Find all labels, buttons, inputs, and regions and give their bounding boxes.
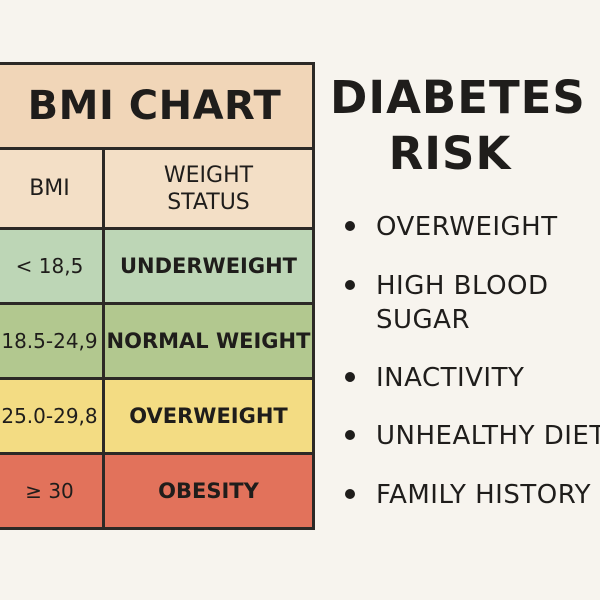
risk-item-text: OVERWEIGHT: [376, 212, 558, 242]
risk-item-text: FAMILY HISTORY: [376, 480, 591, 510]
diabetes-risk-title-line1: DIABETES: [330, 71, 586, 124]
risk-item-family-history: FAMILY HISTORY: [330, 478, 591, 512]
bmi-column-header: BMI: [0, 147, 105, 230]
bmi-range-cell: < 18,5: [0, 227, 105, 305]
risk-item-high-blood-sugar: HIGH BLOOD SUGAR: [330, 269, 549, 337]
weight-status-header-line1: WEIGHT: [163, 162, 254, 188]
risk-item-text-line1: HIGH BLOOD: [376, 271, 549, 301]
bullet-icon: [345, 372, 355, 382]
bmi-row-obesity: ≥ 30 OBESITY: [0, 452, 315, 530]
bmi-range-cell: ≥ 30: [0, 452, 105, 530]
bullet-icon: [345, 489, 355, 499]
diabetes-risk-title-line2: RISK: [388, 127, 512, 180]
bmi-chart-title: BMI CHART: [0, 62, 315, 150]
weight-status-cell: OVERWEIGHT: [102, 377, 315, 455]
risk-item-text: UNHEALTHY DIET: [376, 421, 600, 451]
weight-status-cell: UNDERWEIGHT: [102, 227, 315, 305]
bullet-icon: [345, 221, 355, 231]
bmi-chart-table: BMI CHART BMI WEIGHT STATUS < 18,5 UNDER…: [0, 62, 315, 530]
weight-status-cell: NORMAL WEIGHT: [102, 302, 315, 380]
bmi-row-overweight: 25.0-29,8 OVERWEIGHT: [0, 377, 315, 455]
bmi-row-underweight: < 18,5 UNDERWEIGHT: [0, 227, 315, 305]
diabetes-risk-title: DIABETES RISK: [330, 70, 586, 182]
bmi-range-cell: 25.0-29,8: [0, 377, 105, 455]
weight-status-header-line2: STATUS: [167, 189, 250, 215]
bmi-range-cell: 18.5-24,9: [0, 302, 105, 380]
risk-item-unhealthy-diet: UNHEALTHY DIET: [330, 419, 600, 453]
risk-item-text: INACTIVITY: [376, 363, 525, 393]
diabetes-risk-panel: DIABETES RISK OVERWEIGHT HIGH BLOOD SUGA…: [330, 70, 600, 510]
bullet-icon: [345, 280, 355, 290]
weight-status-column-header: WEIGHT STATUS: [102, 147, 315, 230]
risk-item-text-line2: SUGAR: [376, 305, 471, 335]
risk-item-inactivity: INACTIVITY: [330, 361, 524, 395]
bullet-icon: [345, 430, 355, 440]
risk-item-overweight: OVERWEIGHT: [330, 210, 558, 244]
bmi-row-normal: 18.5-24,9 NORMAL WEIGHT: [0, 302, 315, 380]
weight-status-cell: OBESITY: [102, 452, 315, 530]
